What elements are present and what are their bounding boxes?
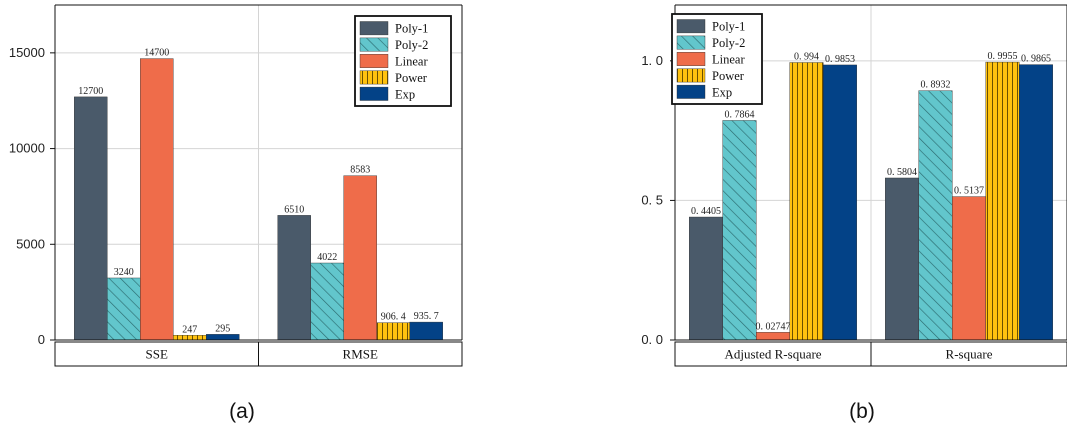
panel-b-bar-power-adjusted-r-square	[789, 62, 824, 341]
panel-a-bar-linear-sse	[140, 58, 174, 341]
panel-a-legend-swatch-power	[359, 70, 389, 85]
panel-a-chart: 12700 3240 14700 247 295 6510 4022 8583 906. 4 93…	[9, 4, 463, 367]
panel-a-y-tick-label: 15000	[9, 45, 45, 60]
panel-b-category-box-adjusted-r-square	[674, 341, 872, 367]
panel-b-data-label: 0. 5804	[887, 167, 917, 178]
panel-a-data-label: 14700	[144, 48, 169, 59]
panel-b-data-label: 0. 9955	[988, 51, 1018, 62]
panel-b-bar-linear-r-square	[952, 196, 986, 341]
panel-a-data-label: 4022	[317, 252, 337, 263]
panel-a-data-label: 247	[182, 324, 197, 335]
panel-b-legend-label-poly-1: Poly-1	[712, 20, 745, 34]
panel-a-legend-label-poly-2: Poly-2	[395, 38, 428, 52]
panel-a-bar-linear-rmse	[343, 175, 377, 341]
panel-a-data-label: 6510	[284, 204, 304, 215]
panel-b-legend-label-linear: Linear	[712, 53, 745, 67]
panel-a-legend-swatch-linear	[359, 54, 389, 68]
panel-a-legend-swatch-exp	[359, 86, 389, 101]
panel-a-bar-poly-2-sse	[107, 277, 141, 341]
panel-b-bar-poly-2-adjusted-r-square	[722, 120, 757, 341]
panel-a-bar-exp-rmse	[409, 321, 443, 341]
panel-b-bar-poly-1-adjusted-r-square	[689, 216, 723, 341]
panel-b-legend-label-exp: Exp	[712, 85, 732, 99]
panel-b-chart: 0. 4405 0. 7864 0. 02747 0. 994 0. 9853 0. 58…	[641, 4, 1067, 367]
panel-a-bar-poly-1-sse	[74, 96, 108, 341]
panel-a-data-label: 8583	[350, 165, 370, 176]
panel-a-legend-label-exp: Exp	[395, 87, 415, 101]
panel-a-y-tick-label: 0	[38, 332, 45, 347]
panel-b-category-label-r-square: R-square	[946, 347, 993, 362]
panel-b-legend-label-poly-2: Poly-2	[712, 36, 745, 50]
panel-b-category-box-r-square	[870, 341, 1067, 367]
panel-a-legend-label-poly-1: Poly-1	[395, 22, 428, 36]
panel-a-legend-label-linear: Linear	[395, 55, 428, 69]
panel-b-data-label: 0. 5137	[954, 186, 984, 197]
panel-b-caption: (b)	[849, 400, 875, 423]
panel-b-y-tick-label: 0. 0	[641, 332, 663, 347]
panel-a-caption: (a)	[229, 400, 255, 423]
panel-a-category-box-sse	[54, 341, 259, 367]
panel-b-data-label: 0. 7864	[725, 109, 755, 120]
panel-b-data-label: 0. 02747	[756, 321, 791, 332]
panel-b-legend-swatch-poly-2	[676, 35, 706, 50]
panel-b-bar-exp-adjusted-r-square	[823, 64, 857, 341]
panel-b-legend-swatch-exp	[676, 84, 706, 99]
panel-a-bar-poly-2-rmse	[310, 262, 344, 341]
panel-a-y-tick-label: 10000	[9, 141, 45, 156]
panel-a-legend-label-power: Power	[395, 71, 428, 85]
panel-b-data-label: 0. 4405	[691, 206, 721, 217]
panel-b-data-label: 0. 9853	[825, 54, 855, 65]
panel-b-y-tick-label: 0. 5	[641, 192, 663, 207]
panel-a-bar-poly-1-rmse	[277, 215, 311, 341]
panel-b-bar-power-r-square	[985, 61, 1020, 341]
panel-b-category-label-adjusted-r-square: Adjusted R-square	[724, 347, 821, 362]
panel-b-legend-label-power: Power	[712, 69, 745, 83]
panel-b-data-label: 0. 994	[794, 52, 819, 63]
panel-a-data-label: 935. 7	[414, 311, 439, 322]
panel-b-data-label: 0. 8932	[921, 80, 951, 91]
panel-a-category-label-sse: SSE	[146, 347, 168, 362]
panel-b-bar-exp-r-square	[1019, 64, 1053, 341]
panel-b-y-tick-label: 1. 0	[641, 53, 663, 68]
panel-a-data-label: 906. 4	[381, 312, 406, 323]
panel-b-legend-swatch-linear	[676, 52, 706, 66]
panel-a-data-label: 295	[215, 323, 230, 334]
panel-b-bar-poly-2-r-square	[918, 90, 953, 341]
panel-a-data-label: 3240	[114, 267, 134, 278]
panel-a-legend-swatch-poly-2	[359, 37, 389, 52]
panel-a-legend-swatch-poly-1	[359, 21, 389, 36]
panel-b-data-label: 0. 9865	[1021, 54, 1051, 65]
panel-a-y-tick-label: 5000	[16, 236, 45, 251]
panel-b-bar-poly-1-r-square	[885, 177, 919, 341]
panel-b-bar-linear-adjusted-r-square	[756, 332, 790, 341]
panel-b-legend-swatch-poly-1	[676, 19, 706, 34]
panel-a-bar-power-sse	[173, 335, 207, 341]
panel-a-bar-power-rmse	[376, 322, 410, 341]
panel-a-category-box-rmse	[258, 341, 463, 367]
panel-b-legend: Poly-1 Poly-2 Linear Power Exp	[671, 13, 763, 105]
panel-a-bar-exp-sse	[206, 334, 240, 341]
panel-a-data-label: 12700	[78, 86, 103, 97]
panel-a-legend: Poly-1 Poly-2 Linear Power Exp	[354, 15, 452, 107]
panel-b-legend-swatch-power	[676, 68, 706, 83]
panel-a-category-label-rmse: RMSE	[343, 347, 378, 362]
